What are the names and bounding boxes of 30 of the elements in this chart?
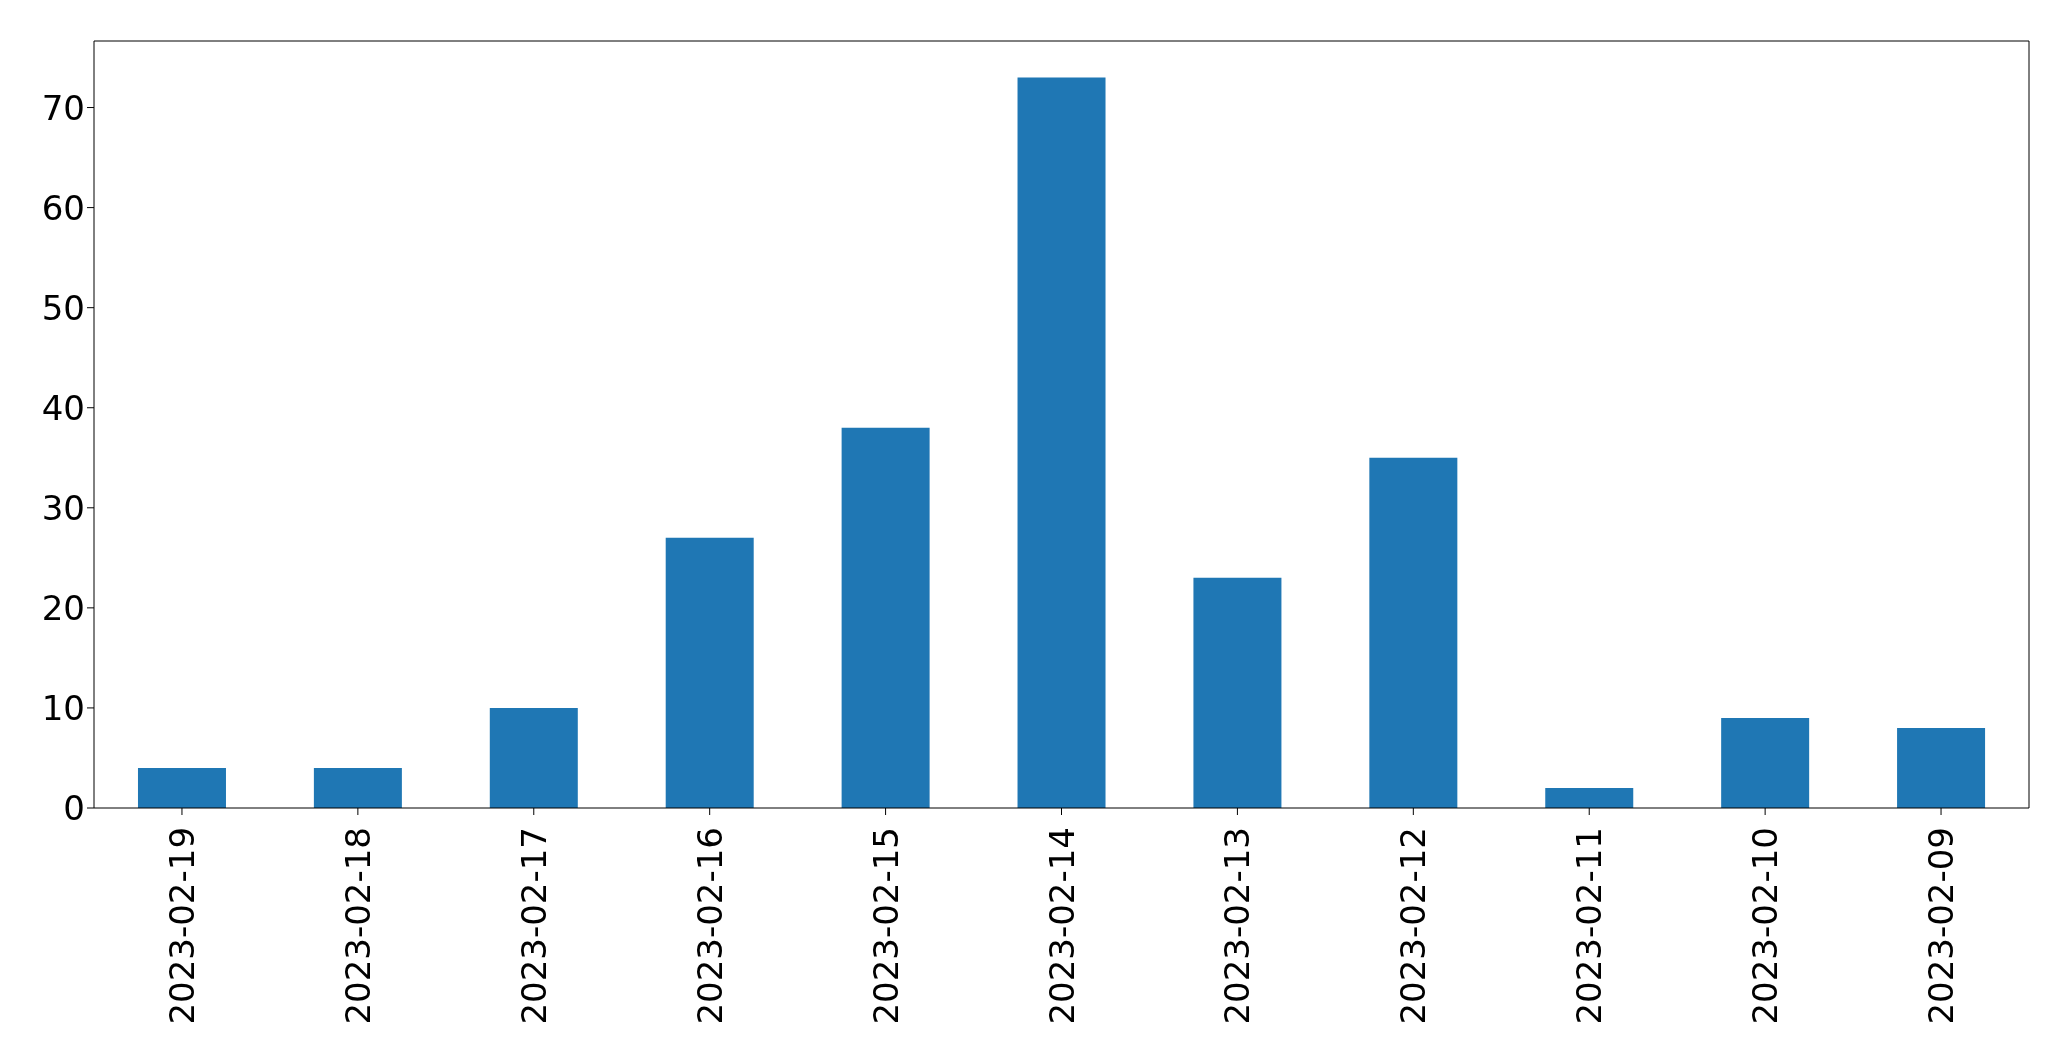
y-tick-label: 20 — [41, 587, 85, 628]
x-tick-label: 2023-02-11 — [1569, 827, 1610, 1025]
bar — [1017, 77, 1106, 808]
bar — [137, 767, 226, 808]
x-tick-label: 2023-02-15 — [865, 827, 906, 1025]
x-tick-label: 2023-02-14 — [1041, 827, 1082, 1025]
y-tick-label: 50 — [41, 287, 85, 328]
x-tick-label: 2023-02-09 — [1921, 827, 1962, 1025]
bar — [489, 707, 578, 808]
bar — [665, 537, 754, 808]
x-tick-label: 2023-02-10 — [1745, 827, 1786, 1025]
x-tick-label: 2023-02-19 — [161, 827, 202, 1025]
y-tick-label: 70 — [41, 87, 85, 128]
bar — [1545, 787, 1634, 808]
x-tick-label: 2023-02-12 — [1393, 827, 1434, 1025]
bar — [1721, 717, 1810, 808]
bar — [1193, 577, 1282, 808]
bar — [1897, 727, 1986, 808]
y-tick-label: 0 — [63, 788, 85, 829]
bar — [313, 767, 402, 808]
y-tick-label: 30 — [41, 487, 85, 528]
y-tick-label: 10 — [41, 688, 85, 728]
x-tick-label: 2023-02-17 — [513, 827, 554, 1025]
x-tick-label: 2023-02-13 — [1217, 827, 1258, 1025]
x-tick-label: 2023-02-16 — [689, 827, 730, 1025]
bar — [1369, 457, 1458, 808]
y-tick-label: 60 — [41, 187, 85, 228]
bar — [841, 427, 930, 808]
y-tick-label: 40 — [41, 387, 85, 428]
x-tick-label: 2023-02-18 — [337, 827, 378, 1025]
